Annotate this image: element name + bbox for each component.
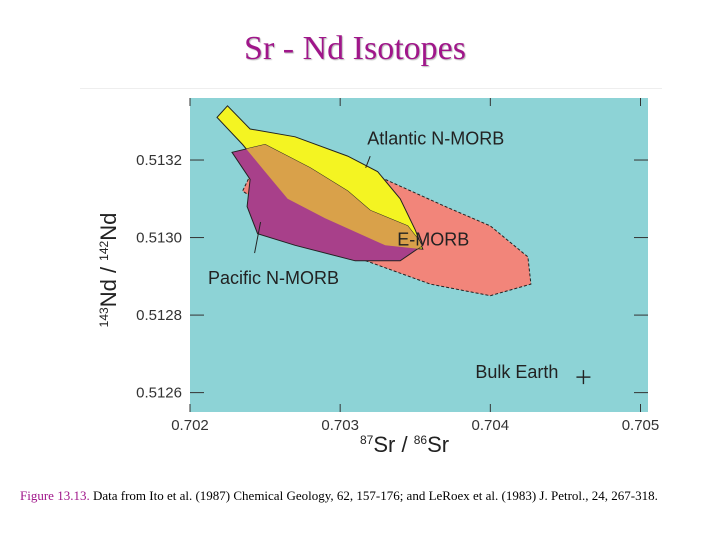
- y-axis-sup1: 143: [97, 307, 111, 327]
- x-axis-base: Sr /: [373, 432, 413, 457]
- y-tick-label: 0.5132: [136, 152, 182, 169]
- x-tick-label: 0.702: [171, 417, 209, 434]
- regions-layer: [216, 105, 532, 297]
- y-axis-mid: Nd /: [96, 261, 121, 307]
- x-tick-label: 0.704: [472, 417, 510, 434]
- leader-line-atlantic-n-morb: [365, 155, 371, 168]
- label-e-morb: E-MORB: [397, 229, 469, 249]
- y-tick-label: 0.5130: [136, 230, 182, 247]
- x-axis-tail: Sr: [427, 432, 449, 457]
- caption-text: Data from Ito et al. (1987) Chemical Geo…: [92, 488, 658, 503]
- y-axis-tail: Nd: [96, 213, 121, 241]
- x-tick-label: 0.703: [321, 417, 359, 434]
- y-tick-label: 0.5126: [136, 385, 182, 402]
- caption-figure-label: Figure 13.13.: [20, 488, 90, 503]
- y-axis-title: 143Nd / 142Nd: [96, 213, 121, 328]
- label-atlantic-n-morb: Atlantic N-MORB: [367, 129, 504, 149]
- ticks-layer: 0.702 0.703 0.704 0.705 0.5126 0.5128 0.5130 0.…: [136, 98, 659, 434]
- title-divider: [80, 88, 662, 89]
- x-tick-label: 0.705: [622, 417, 660, 434]
- isotope-chart: 0.702 0.703 0.704 0.705 0.5126 0.5128 0.5130 0.…: [96, 98, 659, 457]
- point-bulk-earth: [576, 370, 591, 385]
- label-pacific-n-morb: Pacific N-MORB: [208, 268, 339, 288]
- x-axis-sup1: 87: [360, 433, 374, 447]
- leader-line-pacific-n-morb: [254, 221, 262, 254]
- x-axis-title: 87Sr / 86Sr: [360, 432, 449, 457]
- x-axis-sup2: 86: [414, 433, 428, 447]
- y-tick-label: 0.5128: [136, 307, 182, 324]
- y-axis-sup2: 142: [97, 240, 111, 260]
- slide-title: Sr - Nd Isotopes: [244, 30, 466, 67]
- label-bulk-earth: Bulk Earth: [475, 362, 558, 382]
- labels-layer: E-MORB Atlantic N-MORB Pacific N-MORB Bulk …: [208, 129, 591, 385]
- figure-caption: Figure 13.13. Data from Ito et al. (1987…: [20, 487, 710, 505]
